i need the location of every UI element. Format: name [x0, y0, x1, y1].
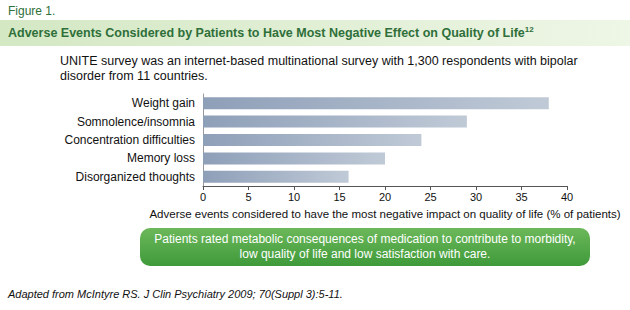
svg-text:Weight gain: Weight gain	[132, 96, 195, 110]
svg-text:10: 10	[288, 191, 300, 203]
svg-text:Memory loss: Memory loss	[127, 151, 195, 165]
svg-text:Disorganized thoughts: Disorganized thoughts	[76, 170, 195, 184]
svg-text:Concentration difficulties: Concentration difficulties	[64, 133, 195, 147]
svg-text:Somnolence/insomnia: Somnolence/insomnia	[77, 115, 195, 129]
html-text:Adapted from McIntyre RS. J Cl: Adapted from McIntyre RS. J Clin Psychia…	[8, 288, 343, 300]
svg-text:0: 0	[200, 191, 206, 203]
html-text:Figure 1.: Figure 1.	[8, 4, 56, 18]
svg-text:40: 40	[561, 191, 573, 203]
html-text:Patients rated metabolic conse: Patients rated metabolic consequences of…	[154, 232, 576, 261]
html-text:Adverse Events Considered by P: Adverse Events Considered by Patients to…	[8, 25, 534, 41]
html-text:UNITE survey was an internet-b: UNITE survey was an internet-based multi…	[60, 54, 578, 83]
svg-text:5: 5	[245, 191, 251, 203]
svg-text:35: 35	[515, 191, 527, 203]
svg-text:Adverse events considered to h: Adverse events considered to have the mo…	[149, 208, 620, 220]
svg-text:20: 20	[379, 191, 391, 203]
svg-text:15: 15	[333, 191, 345, 203]
svg-text:25: 25	[424, 191, 436, 203]
svg-text:30: 30	[470, 191, 482, 203]
